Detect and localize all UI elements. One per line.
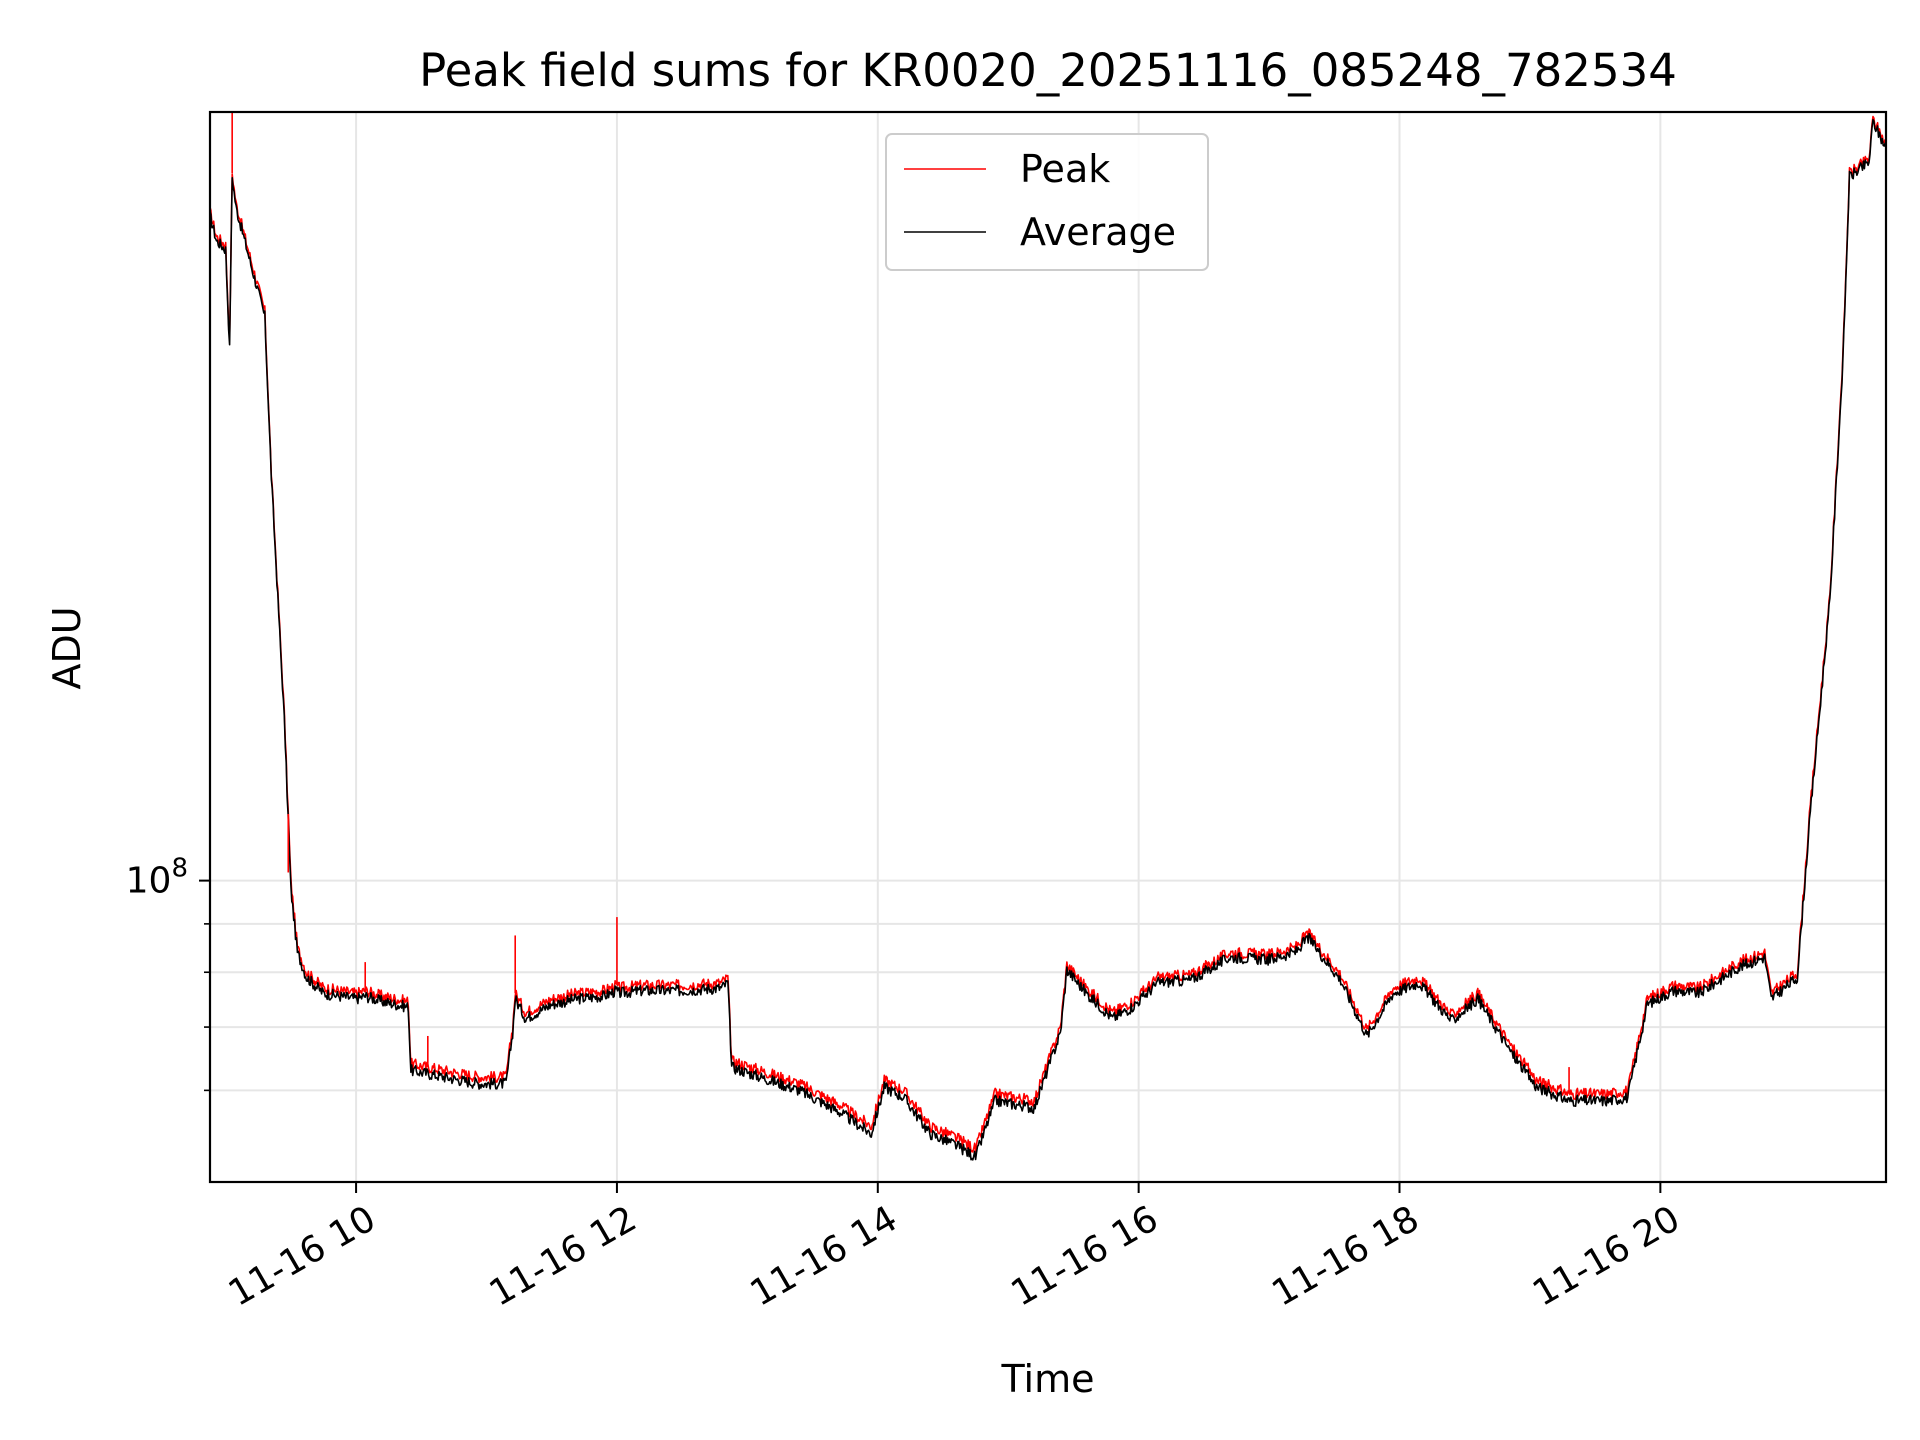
chart-title: Peak field sums for KR0020_20251116_0852… xyxy=(419,44,1677,97)
plot-frame xyxy=(208,110,1888,1184)
y-axis-label: ADU xyxy=(45,606,89,689)
x-axis-label: Time xyxy=(1001,1357,1095,1401)
y-tick-label: 108 xyxy=(126,854,188,902)
series-lines xyxy=(210,112,1886,1161)
plot-area xyxy=(210,112,1886,1161)
y-axis-ticks: 108 xyxy=(126,854,210,1092)
grid xyxy=(210,112,1886,1182)
legend-peak-label: Peak xyxy=(1020,147,1110,191)
legend-average-label: Average xyxy=(1020,210,1176,254)
legend: Peak Average xyxy=(885,133,1209,271)
legend-box xyxy=(885,133,1209,271)
series-line-average xyxy=(210,118,1886,1161)
